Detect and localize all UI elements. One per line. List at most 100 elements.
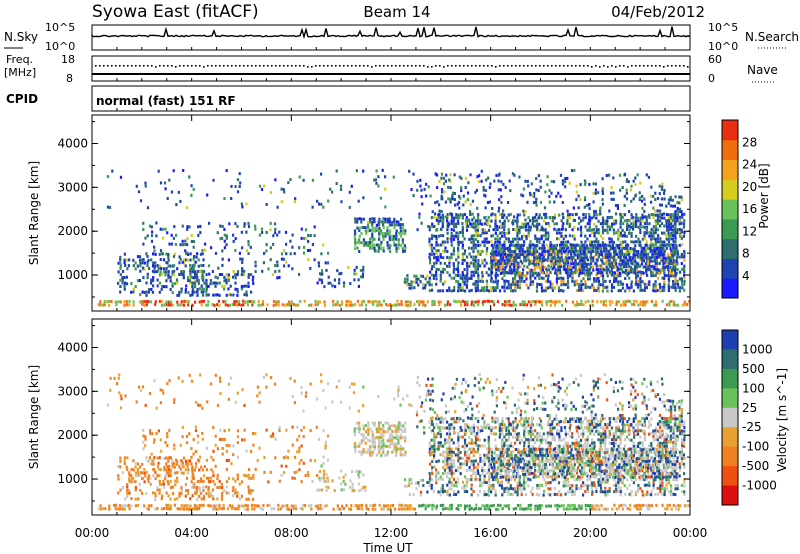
range-gate-cell <box>422 484 425 487</box>
range-gate-cell <box>160 252 163 256</box>
range-gate-cell <box>595 225 598 229</box>
range-gate-cell <box>134 462 137 466</box>
range-gate-cell <box>154 492 157 495</box>
range-gate-cell <box>566 240 570 244</box>
range-gate-cell <box>658 268 661 272</box>
range-gate-cell <box>448 258 451 262</box>
range-gate-cell <box>494 246 497 250</box>
range-gate-cell <box>162 236 165 240</box>
range-gate-cell <box>552 247 555 251</box>
range-gate-cell <box>486 222 489 226</box>
range-gate-cell <box>661 240 664 244</box>
range-gate-cell <box>635 507 638 511</box>
nave-dot <box>299 65 301 67</box>
range-gate-cell <box>178 494 181 498</box>
range-gate-cell <box>247 488 250 492</box>
range-gate-cell <box>534 253 537 257</box>
range-gate-cell <box>324 479 327 483</box>
range-gate-cell <box>167 503 170 507</box>
range-gate-cell <box>643 253 646 257</box>
range-gate-cell <box>235 300 238 304</box>
range-gate-cell <box>154 252 157 256</box>
nave-dot <box>403 65 405 67</box>
range-gate-cell <box>462 299 465 303</box>
range-gate-cell <box>538 240 541 244</box>
range-gate-cell <box>171 485 174 489</box>
range-gate-cell <box>487 273 490 277</box>
range-gate-cell <box>397 238 400 242</box>
nave-dot <box>315 65 317 67</box>
range-gate-cell <box>198 507 201 510</box>
range-gate-cell <box>521 261 524 265</box>
range-gate-cell <box>525 303 529 307</box>
range-gate-cell <box>631 247 634 251</box>
range-gate-cell <box>452 225 456 229</box>
range-gate-cell <box>476 175 479 179</box>
range-gate-cell <box>382 220 385 224</box>
range-gate-cell <box>625 234 629 238</box>
nave-dot <box>523 65 525 67</box>
range-gate-cell <box>643 209 646 213</box>
range-gate-cell <box>581 218 585 222</box>
range-gate-cell <box>106 205 110 209</box>
range-gate-cell <box>496 268 499 272</box>
range-gate-cell <box>474 228 477 232</box>
range-gate-cell <box>360 488 363 492</box>
nave-dot <box>203 66 205 68</box>
range-gate-cell <box>625 259 628 263</box>
range-gate-cell <box>645 231 648 235</box>
range-gate-cell <box>538 246 541 250</box>
range-gate-cell <box>207 494 210 498</box>
range-gate-cell <box>490 240 493 244</box>
range-gate-cell <box>470 277 473 280</box>
range-gate-cell <box>311 243 314 246</box>
range-gate-cell <box>467 218 470 222</box>
range-gate-cell <box>371 238 374 241</box>
range-gate-cell <box>481 300 484 304</box>
range-gate-cell <box>560 283 563 287</box>
range-gate-cell <box>265 249 268 253</box>
range-gate-cell <box>234 287 237 291</box>
range-gate-cell <box>113 503 116 507</box>
range-gate-cell <box>229 284 232 288</box>
range-gate-cell <box>617 507 620 511</box>
range-gate-cell <box>662 253 665 257</box>
range-gate-cell <box>362 448 365 451</box>
range-gate-cell <box>576 303 579 307</box>
range-gate-cell <box>633 247 636 251</box>
range-gate-cell <box>196 290 199 294</box>
range-gate-cell <box>431 300 434 303</box>
range-gate-cell <box>101 507 104 511</box>
range-gate-cell <box>257 303 260 307</box>
range-gate-cell <box>225 243 228 247</box>
range-gate-cell <box>163 181 167 185</box>
range-gate-cell <box>234 276 237 280</box>
range-gate-cell <box>511 255 514 259</box>
range-gate-cell <box>612 265 615 269</box>
range-gate-cell <box>166 432 169 436</box>
range-gate-cell <box>541 253 544 257</box>
range-gate-cell <box>429 475 432 478</box>
range-gate-cell <box>584 213 587 216</box>
range-gate-cell <box>534 265 537 269</box>
range-gate-cell <box>647 252 650 256</box>
range-gate-cell <box>388 231 391 235</box>
range-gate-cell <box>395 424 398 428</box>
range-gate-cell <box>169 468 172 472</box>
range-gate-cell <box>573 507 576 511</box>
range-gate-cell <box>277 300 280 304</box>
range-gate-cell <box>605 261 608 265</box>
range-gate-cell <box>221 486 224 490</box>
range-gate-cell <box>452 234 455 238</box>
range-gate-cell <box>285 260 288 264</box>
range-gate-cell <box>625 197 629 201</box>
range-gate-cell <box>476 280 479 284</box>
range-gate-cell <box>322 429 325 433</box>
range-gate-cell <box>634 244 637 248</box>
range-gate-cell <box>236 429 239 433</box>
range-gate-cell <box>384 234 387 238</box>
range-gate-cell <box>283 471 286 475</box>
range-gate-cell <box>290 300 293 304</box>
range-gate-cell <box>494 286 497 290</box>
nave-dot <box>183 65 185 67</box>
